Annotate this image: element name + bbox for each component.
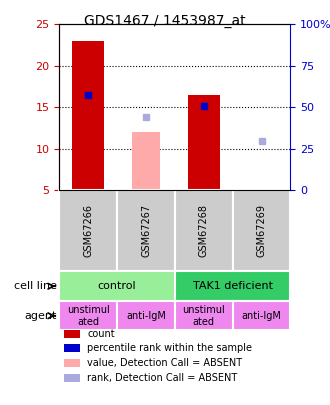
FancyBboxPatch shape [175, 301, 233, 330]
FancyBboxPatch shape [117, 301, 175, 330]
Text: TAK1 deficient: TAK1 deficient [193, 281, 273, 291]
Text: unstimul
ated: unstimul ated [182, 305, 225, 326]
Text: anti-IgM: anti-IgM [126, 311, 166, 321]
Bar [132, 132, 160, 190]
FancyBboxPatch shape [233, 190, 290, 271]
Text: GSM67269: GSM67269 [256, 205, 267, 258]
Bar [64, 344, 80, 352]
Text: value, Detection Call = ABSENT: value, Detection Call = ABSENT [87, 358, 242, 368]
Text: cell line: cell line [14, 281, 56, 291]
FancyBboxPatch shape [233, 301, 290, 330]
Text: control: control [98, 281, 137, 291]
Text: GSM67267: GSM67267 [141, 205, 151, 258]
FancyBboxPatch shape [59, 301, 117, 330]
FancyBboxPatch shape [59, 271, 175, 301]
Text: GSM67268: GSM67268 [199, 205, 209, 258]
FancyBboxPatch shape [175, 190, 233, 271]
Bar [64, 330, 80, 338]
Text: GDS1467 / 1453987_at: GDS1467 / 1453987_at [84, 14, 246, 28]
Text: unstimul
ated: unstimul ated [67, 305, 110, 326]
Bar [187, 95, 220, 190]
Bar [72, 41, 104, 190]
Text: rank, Detection Call = ABSENT: rank, Detection Call = ABSENT [87, 373, 237, 383]
Text: GSM67266: GSM67266 [83, 205, 93, 258]
Text: anti-IgM: anti-IgM [242, 311, 281, 321]
Text: agent: agent [24, 311, 56, 321]
Bar [64, 359, 80, 367]
Text: count: count [87, 329, 115, 339]
Bar [64, 374, 80, 382]
FancyBboxPatch shape [175, 271, 290, 301]
Text: percentile rank within the sample: percentile rank within the sample [87, 343, 252, 354]
FancyBboxPatch shape [59, 190, 117, 271]
FancyBboxPatch shape [117, 190, 175, 271]
